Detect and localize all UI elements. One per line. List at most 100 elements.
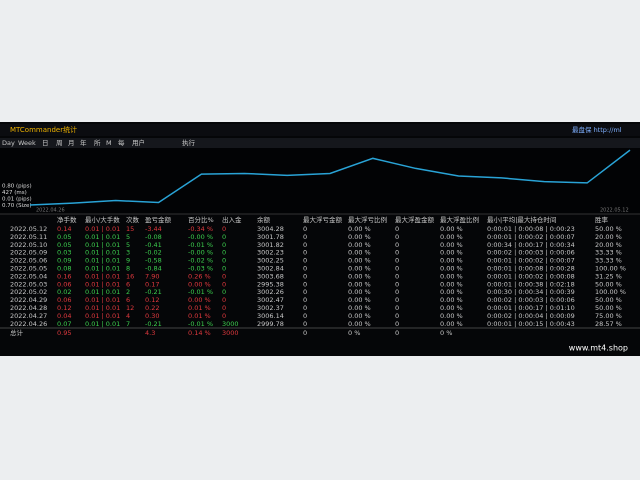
table-cell: 2022.05.05 [10,265,47,273]
table-cell: 0.14 [57,225,71,233]
table-cell: 75.00 % [595,312,622,320]
table-cell: 0 [303,249,307,257]
table-cell: 0:00:02 | 0:00:03 | 0:00:06 [487,296,575,304]
table-cell: 3000 [222,320,239,328]
table-cell: 0.00 % [348,288,371,296]
table-cell: 0.01 | 0.01 [85,280,120,288]
table-cell: -0.34 % [188,225,213,233]
table-cell: 0 [303,272,307,280]
table-cell: 0 [395,249,399,257]
table-cell: 15 [126,225,134,233]
table-cell: 0 [395,272,399,280]
x-start-label: 2022.04.26 [36,208,65,214]
table-cell: 0.30 [145,312,159,320]
table-cell: 0 % [440,329,452,337]
table-cell: 0:00:01 | 0:00:02 | 0:00:08 [487,272,575,280]
table-cell: 50.00 % [595,225,622,233]
table-cell: 3001.82 [257,241,284,249]
table-cell: 5 [126,241,130,249]
table-cell: 0.01 | 0.01 [85,233,120,241]
table-cell: 0.00 % [188,296,211,304]
table-cell: 2022.05.09 [10,249,47,257]
column-header: 胜率 [595,215,609,224]
table-cell: 0 [222,257,226,265]
table-cell: -0.03 % [188,265,213,273]
table-cell: 0.04 [57,312,71,320]
table-cell: 0.14 % [188,329,211,337]
table-cell: 0 [303,225,307,233]
table-cell: 16 [126,272,134,280]
table-cell: 0 [395,233,399,241]
table-cell: 0 [222,304,226,312]
table-cell: 0 [222,241,226,249]
table-cell: 0 [395,241,399,249]
table-cell: 0:00:34 | 0:00:17 | 0:00:34 [487,241,575,249]
table-cell: 0.00 % [440,312,463,320]
table-cell: 0.01 | 0.01 [85,288,120,296]
tab[interactable]: 年 [80,138,87,147]
table-cell: 3002.25 [257,257,284,265]
column-header: 净手数 [57,215,77,224]
table-cell: 0.22 [145,304,159,312]
action-button[interactable]: 执行 [182,138,196,147]
tab[interactable]: Week [18,139,36,147]
table-cell: 3002.47 [257,296,284,304]
table-cell: 0.95 [57,329,71,337]
table-cell: 9 [126,257,130,265]
table-cell: 0 [303,320,307,328]
table-cell: -0.21 [145,288,162,296]
table-cell: 0.01 | 0.01 [85,265,120,273]
table-cell: -0.00 % [188,249,213,257]
table-cell: 0 [303,288,307,296]
tab[interactable]: 周 [56,139,63,147]
table-cell: 0.06 [57,296,71,304]
tab[interactable]: Day [2,139,15,147]
column-header: 最大浮盈金额 [395,215,435,224]
table-cell: 4 [126,312,130,320]
table-cell: -0.58 [145,257,162,265]
window-link[interactable]: 最盘保 http://ml [572,125,622,134]
table-cell: 0 [395,296,399,304]
table-cell: 0.00 % [348,312,371,320]
table-cell: -0.08 [145,233,162,241]
tab[interactable]: 月 [68,139,75,147]
title-bar [0,124,640,136]
table-cell: 2995.38 [257,280,284,288]
table-cell: 6 [126,280,130,288]
table-cell: 0.00 % [348,225,371,233]
table-cell: 0 [395,329,399,337]
table-cell: 3001.78 [257,233,284,241]
table-cell: 0 [395,225,399,233]
table-cell: 0.00 % [440,280,463,288]
table-cell: 2022.04.27 [10,312,47,320]
table-cell: 0.00 % [440,233,463,241]
table-cell: 0.16 [57,272,71,280]
table-cell: -0.01 % [188,288,213,296]
table-cell: 33.33 % [595,257,622,265]
table-cell: 0.00 % [440,272,463,280]
table-cell: 0 [303,329,307,337]
table-cell: 0.00 % [348,257,371,265]
table-cell: 0.00 % [440,241,463,249]
table-cell: 4.3 [145,329,155,337]
tab[interactable]: 用户 [132,138,145,147]
table-cell: -0.01 % [188,241,213,249]
table-cell: 0.05 [57,233,71,241]
table-cell: 0.00 % [188,280,211,288]
side-label: 0.80 (pips) [2,184,32,190]
tab[interactable]: M [106,139,112,147]
tab[interactable]: 每 [118,138,125,147]
table-cell: 0.01 | 0.01 [85,320,120,328]
tab[interactable]: 日 [42,139,49,147]
table-cell: 0.00 % [440,288,463,296]
table-cell: -0.41 [145,241,162,249]
table-cell: 0.01 | 0.01 [85,257,120,265]
column-header: 最小/大手数 [85,215,120,224]
table-cell: 8 [126,265,130,273]
table-cell: 2022.05.10 [10,241,47,249]
column-header: 最小|平均|最大持仓时间 [487,215,556,224]
table-cell: 7 [126,320,130,328]
table-cell: 2022.05.11 [10,233,47,241]
tab[interactable]: 所 [94,138,101,147]
